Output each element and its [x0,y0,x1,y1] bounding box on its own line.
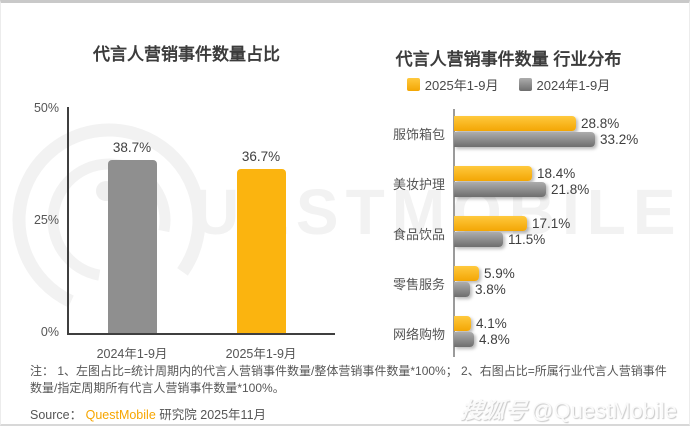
right-chart-bar [454,166,532,181]
legend-label-2025: 2025年1-9月 [424,78,499,93]
left-chart-category-label: 2024年1-9月 [96,347,168,361]
source-label: Source： [30,408,83,422]
left-chart-y-axis [67,107,69,335]
legend-item-2025: 2025年1-9月 [406,75,499,94]
left-chart-value-label: 36.7% [241,149,281,164]
right-chart-bar [454,316,471,331]
right-chart-category-label: 零售服务 [392,277,445,292]
legend-swatch-2025 [406,78,420,91]
source-line: Source： QuestMobile 研究院 2025年11月 [30,404,266,423]
right-chart-bar [454,232,503,247]
right-chart-value-label: 11.5% [508,232,546,247]
right-chart-bar [454,266,479,281]
right-chart-value-label: 18.4% [537,166,576,181]
right-chart-value-label: 4.8% [479,332,510,347]
right-chart-value-label: 3.8% [475,282,506,297]
left-chart-y-tick-label: 0% [40,325,59,339]
platform-watermark-prefix: 搜狐号 [459,398,529,423]
right-chart-bar [454,182,546,197]
right-chart-value-label: 5.9% [484,266,515,281]
left-chart-x-axis [67,333,335,335]
left-chart-y-tick-label: 50% [33,101,59,115]
right-chart-value-label: 17.1% [532,216,571,231]
right-chart-value-label: 28.8% [581,116,620,131]
right-chart-category-label: 服饰箱包 [392,127,445,142]
right-chart-value-label: 4.1% [476,316,507,331]
left-chart-category-label: 2025年1-9月 [225,347,297,361]
legend-item-2024: 2024年1-9月 [518,75,611,94]
right-chart-category-label: 网络购物 [392,327,445,342]
right-chart-title: 代言人营销事件数量 行业分布 [395,50,622,69]
source-suffix: 研究院 2025年11月 [159,408,267,422]
left-chart-y-tick-label: 25% [33,213,59,227]
right-chart-legend: 2025年1-9月 2024年1-9月 [356,75,661,94]
right-chart-category-label: 食品饮品 [392,227,445,242]
left-chart-value-label: 38.7% [112,140,152,155]
source-brand: QuestMobile [85,408,156,422]
right-chart-bar [454,332,474,347]
footnote: 注： 1、左图占比=统计周期内的代言人营销事件数量/整体营销事件数量*100%；… [30,364,667,396]
right-chart-bar [454,282,470,297]
right-chart-bar [454,116,576,131]
platform-watermark: 搜狐号 @QuestMobile [459,393,677,424]
platform-watermark-handle: @QuestMobile [531,398,677,423]
right-chart-bar [454,132,595,147]
right-chart-value-label: 33.2% [600,132,639,147]
left-chart-bar [107,160,157,333]
right-chart-value-label: 21.8% [551,182,590,197]
legend-swatch-2024 [518,78,532,91]
left-chart-bar [236,169,286,333]
right-chart-category-label: 美妆护理 [392,177,445,192]
legend-label-2024: 2024年1-9月 [536,78,611,93]
right-chart-bar [454,216,527,231]
left-chart-title: 代言人营销事件数量占比 [93,45,280,64]
